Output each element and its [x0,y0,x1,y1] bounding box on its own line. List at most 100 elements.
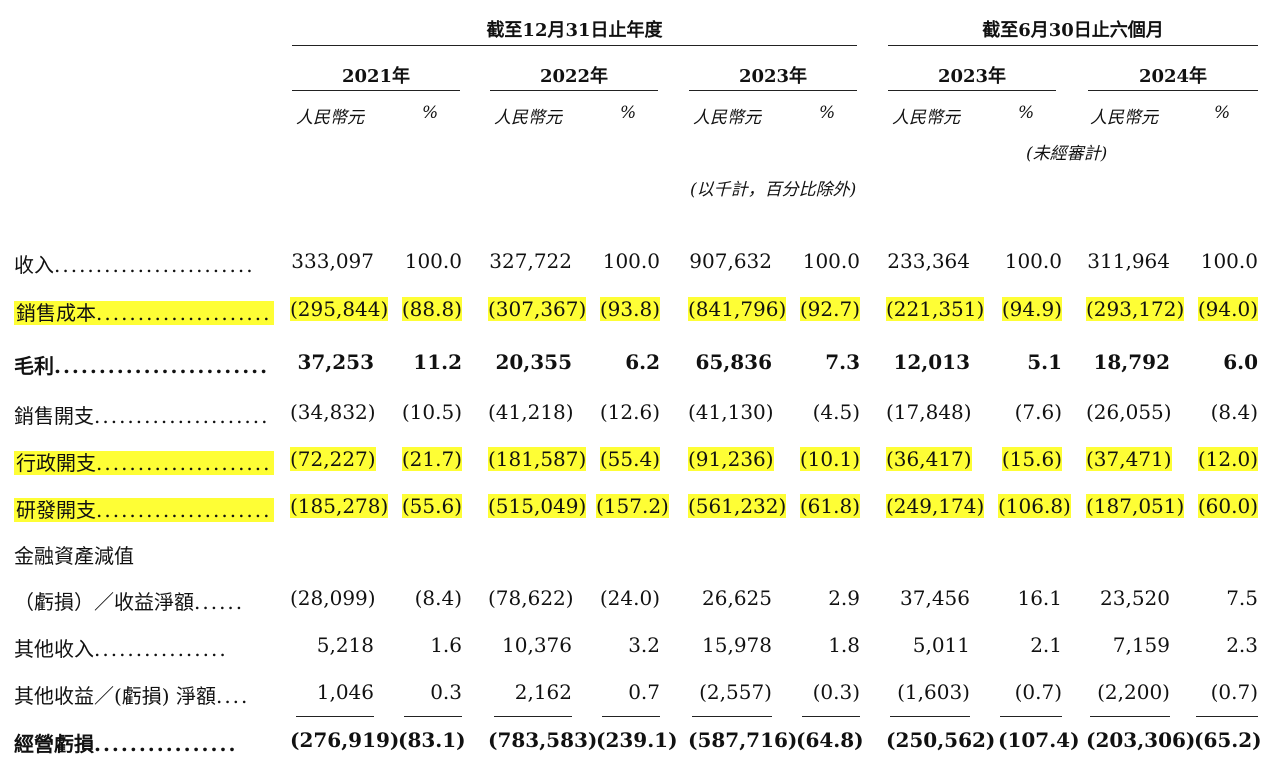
cell-value: (7.6) [1014,400,1062,424]
row-label-leader: ..................... [96,301,272,325]
cell-value: (60.0) [1197,494,1258,518]
year-underline-h2023 [888,90,1056,91]
cell-value: 7.3 [825,350,860,374]
row-label: 銷售成本..................... [14,297,274,326]
row-label-leader: ..................... [96,451,272,475]
amount-cell: 907,632 [688,249,772,273]
cell-value: (239.1) [596,728,678,752]
row-label-leader: ................ [94,732,238,756]
year-underline-h2024 [1088,90,1258,91]
percent-cell: 16.1 [998,586,1062,610]
total-rule [802,716,860,717]
percent-cell: (10.1) [796,447,860,471]
cell-value: (841,796) [688,297,787,321]
cell-value: (8.4) [1210,400,1258,424]
unit-pct: % [620,103,637,123]
cell-value: 311,964 [1087,249,1170,273]
total-rule [404,716,462,717]
year-underline-2023 [689,90,857,91]
row-label-text: 收入........................ [14,253,255,277]
percent-cell: (107.4) [998,728,1080,752]
cell-value: (37,471) [1086,447,1172,471]
percent-cell: 3.2 [596,633,660,657]
cell-value: 5.1 [1027,350,1062,374]
cell-value: (587,716) [688,728,798,752]
row-label: （虧損）／收益淨額...... [14,586,244,615]
cell-value: 6.2 [625,350,660,374]
cell-value: (0.3) [812,680,860,704]
cell-value: 1,046 [316,680,374,704]
cell-value: (12.6) [599,400,660,424]
percent-cell: 1.8 [796,633,860,657]
row-label-text: 研發開支..................... [14,498,274,522]
row-label-name: 毛利 [14,354,54,378]
percent-cell: (61.8) [796,494,860,518]
unit-pct: % [819,103,836,123]
amount-cell: (561,232) [688,494,787,518]
row-label-text: 金融資產減值 [14,544,134,568]
amount-cell: 327,722 [488,249,572,273]
unit-rmb: 人民幣元 [693,108,761,128]
cell-value: (783,583) [488,728,598,752]
cell-value: (93.8) [599,297,660,321]
year-header-2023: 2023年 [738,66,808,87]
percent-cell: 100.0 [1194,249,1258,273]
row-label-name: 收入 [14,253,54,277]
percent-cell: (64.8) [796,728,864,752]
amount-cell: (34,832) [290,400,376,424]
cell-value: (34,832) [290,400,376,424]
percent-cell: (55.6) [398,494,462,518]
row-label-text: 經營虧損................ [14,732,237,756]
percent-cell: 5.1 [998,350,1062,374]
cell-value: 907,632 [689,249,772,273]
cell-value: (10.1) [799,447,860,471]
cell-value: 65,836 [695,350,772,374]
cell-value: (221,351) [886,297,985,321]
amount-cell: 311,964 [1086,249,1170,273]
cell-value: 37,456 [900,586,970,610]
percent-cell: (7.6) [998,400,1062,424]
percent-cell: (106.8) [998,494,1071,518]
cell-value: 5,218 [316,633,374,657]
cell-value: 100.0 [1200,249,1258,273]
percent-cell: 100.0 [398,249,462,273]
percent-cell: (94.9) [998,297,1062,321]
cell-value: (2,200) [1097,680,1170,704]
amount-cell: (841,796) [688,297,787,321]
cell-value: 16.1 [1017,586,1062,610]
amount-cell: (36,417) [886,447,972,471]
amount-cell: (37,471) [1086,447,1172,471]
amount-cell: (203,306) [1086,728,1195,752]
cell-value: 15,978 [702,633,772,657]
percent-cell: 11.2 [398,350,462,374]
amount-cell: (41,218) [488,400,574,424]
amount-cell: (78,622) [488,586,574,610]
cell-value: 1.8 [828,633,860,657]
percent-cell: 100.0 [796,249,860,273]
percent-cell: (8.4) [1194,400,1258,424]
amount-cell: 5,011 [886,633,970,657]
cell-value: (61.8) [799,494,860,518]
amount-cell: (185,278) [290,494,389,518]
cell-value: (64.8) [796,728,864,752]
amount-cell: (221,351) [886,297,985,321]
percent-cell: (12.0) [1194,447,1258,471]
cell-value: (26,055) [1086,400,1172,424]
row-label: 收入........................ [14,249,255,278]
cell-value: (92.7) [799,297,860,321]
cell-value: (10.5) [401,400,462,424]
cell-value: (17,848) [886,400,972,424]
percent-cell: (0.7) [1194,680,1258,704]
amount-cell: 7,159 [1086,633,1170,657]
cell-value: 23,520 [1100,586,1170,610]
amount-cell: (41,130) [688,400,774,424]
row-label: 其他收入................ [14,633,228,662]
percent-cell: (94.0) [1194,297,1258,321]
percent-cell: (157.2) [596,494,669,518]
cell-value: 0.3 [430,680,462,704]
amount-cell: (295,844) [290,297,389,321]
cell-value: (0.7) [1014,680,1062,704]
amount-cell: (783,583) [488,728,597,752]
cell-value: (250,562) [886,728,996,752]
amount-cell: (515,049) [488,494,587,518]
